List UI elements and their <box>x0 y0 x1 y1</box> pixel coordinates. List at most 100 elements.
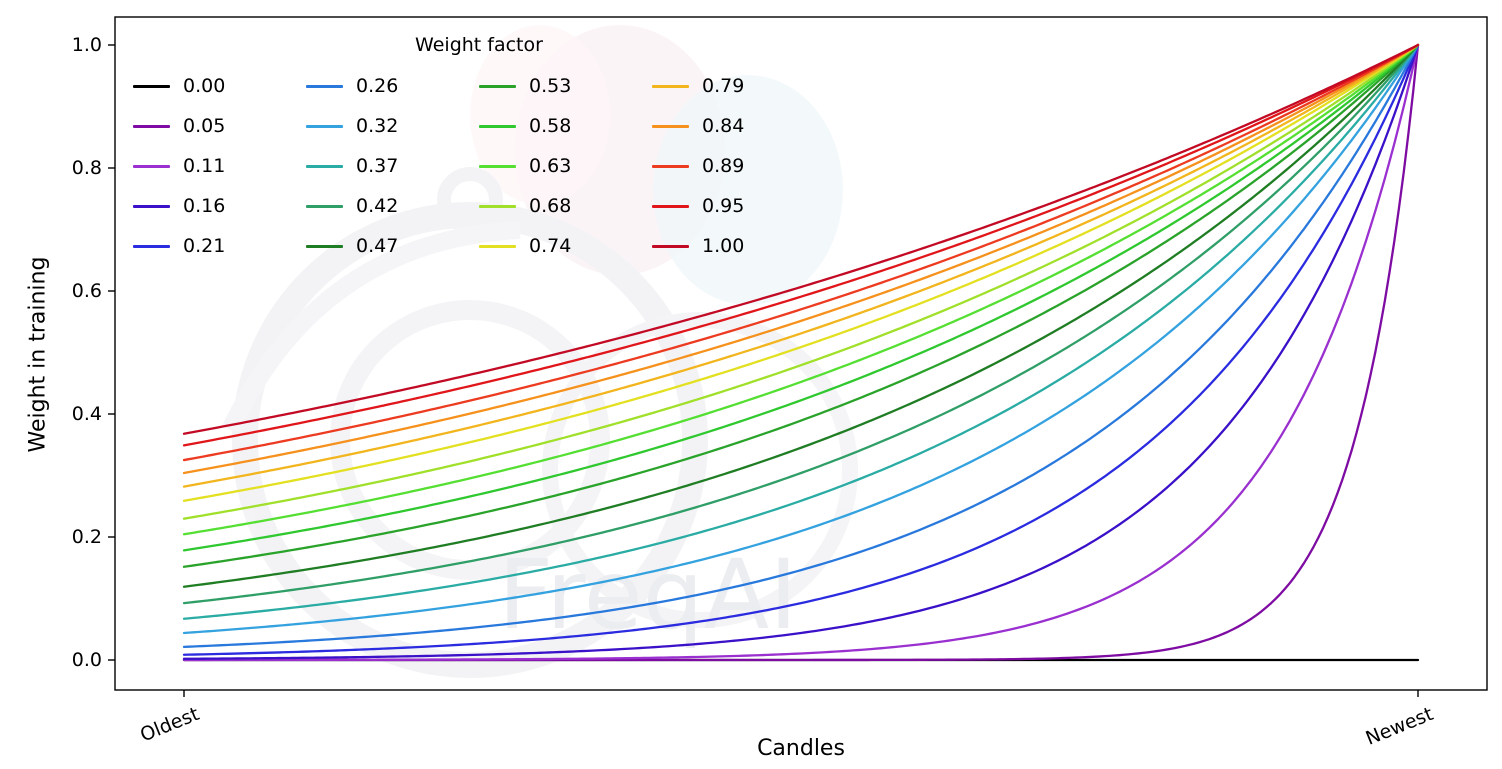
legend-label: 0.89 <box>702 155 745 177</box>
legend-line-swatch <box>479 164 516 168</box>
legend-item-0.63: 0.63 <box>479 155 652 177</box>
y-tick-label: 0.8 <box>71 157 102 179</box>
legend-line-swatch <box>133 84 170 88</box>
legend-label: 0.32 <box>356 115 399 137</box>
legend-line-swatch <box>652 164 689 168</box>
series-line-0.89 <box>182 43 1420 462</box>
series-line-0.11 <box>182 43 1420 662</box>
legend-line-swatch <box>306 164 343 168</box>
legend-item-0.74: 0.74 <box>479 235 652 257</box>
legend-item-0.11: 0.11 <box>133 155 306 177</box>
watermark-wing-arc <box>221 221 521 434</box>
legend: Weight factor 0.00 0.05 0.11 0.16 0.21 0.26 0.… <box>133 34 825 266</box>
y-tick-label: 1.0 <box>71 34 102 56</box>
legend-label: 0.05 <box>183 115 226 137</box>
series-line-0.53 <box>182 43 1420 568</box>
series-line-0.16 <box>182 43 1420 660</box>
series-line-0.63 <box>182 43 1420 536</box>
legend-item-0.26: 0.26 <box>306 75 479 97</box>
legend-item-0.53: 0.53 <box>479 75 652 97</box>
series-line-0.32 <box>182 43 1420 635</box>
y-tick-label: 0.4 <box>71 403 102 425</box>
watermark-petal-pink-small <box>470 25 610 205</box>
legend-label: 0.47 <box>356 235 399 257</box>
legend-label: 0.79 <box>702 75 745 97</box>
y-tick-label: 0.6 <box>71 280 102 302</box>
legend-line-swatch <box>306 84 343 88</box>
legend-label: 0.95 <box>702 195 745 217</box>
legend-line-swatch <box>133 204 170 208</box>
legend-label: 0.42 <box>356 195 399 217</box>
legend-grid: 0.00 0.05 0.11 0.16 0.21 0.26 0.32 0.37 0.42 0.47… <box>133 66 825 266</box>
legend-item-0.84: 0.84 <box>652 115 825 137</box>
legend-item-1.00: 1.00 <box>652 235 825 257</box>
legend-item-0.89: 0.89 <box>652 155 825 177</box>
series-line-0.84 <box>182 43 1420 475</box>
series-line-0.26 <box>182 43 1420 649</box>
legend-line-swatch <box>133 244 170 248</box>
watermark-ring-right <box>542 312 858 628</box>
legend-label: 0.00 <box>183 75 226 97</box>
legend-item-0.42: 0.42 <box>306 195 479 217</box>
legend-item-0.79: 0.79 <box>652 75 825 97</box>
legend-item-0.00: 0.00 <box>133 75 306 97</box>
legend-line-swatch <box>479 204 516 208</box>
legend-item-0.58: 0.58 <box>479 115 652 137</box>
legend-line-swatch <box>479 244 516 248</box>
series-line-0.47 <box>182 43 1420 588</box>
legend-line-swatch <box>652 124 689 128</box>
tick-marks <box>108 44 1419 697</box>
legend-label: 0.68 <box>529 195 572 217</box>
legend-label: 0.58 <box>529 115 572 137</box>
legend-item-0.16: 0.16 <box>133 195 306 217</box>
series-line-0.74 <box>182 43 1420 502</box>
legend-label: 0.37 <box>356 155 399 177</box>
watermark-knob <box>437 167 503 233</box>
watermark-petal-blue <box>653 75 843 305</box>
legend-title: Weight factor <box>415 34 543 56</box>
watermark-logo: FreqAI <box>221 25 858 678</box>
series-line-0.95 <box>182 43 1420 447</box>
legend-line-swatch <box>306 204 343 208</box>
legend-line-swatch <box>306 244 343 248</box>
series-line-0.79 <box>182 43 1420 488</box>
legend-item-0.37: 0.37 <box>306 155 479 177</box>
series-line-0.21 <box>182 43 1420 656</box>
x-axis-label: Candles <box>757 736 845 761</box>
legend-line-swatch <box>652 244 689 248</box>
y-tick-label: 0.2 <box>71 526 102 548</box>
series-lines <box>182 43 1420 662</box>
series-line-0.42 <box>182 43 1420 605</box>
y-axis-label: Weight in training <box>25 256 51 453</box>
y-tick-label: 0.0 <box>71 649 102 671</box>
series-line-1.00 <box>182 43 1420 435</box>
legend-label: 0.26 <box>356 75 399 97</box>
legend-label: 0.11 <box>183 155 226 177</box>
legend-label: 0.53 <box>529 75 572 97</box>
legend-item-0.21: 0.21 <box>133 235 306 257</box>
series-line-0.58 <box>182 43 1420 552</box>
watermark-ring-inner <box>330 300 610 580</box>
legend-label: 0.84 <box>702 115 745 137</box>
legend-item-0.95: 0.95 <box>652 195 825 217</box>
legend-line-swatch <box>652 84 689 88</box>
legend-line-swatch <box>652 204 689 208</box>
legend-line-swatch <box>479 84 516 88</box>
legend-line-swatch <box>133 124 170 128</box>
watermark-ring-outer <box>232 202 708 678</box>
legend-item-0.05: 0.05 <box>133 115 306 137</box>
watermark-text: FreqAI <box>498 539 798 651</box>
legend-label: 0.16 <box>183 195 226 217</box>
legend-item-0.68: 0.68 <box>479 195 652 217</box>
series-line-0.37 <box>182 43 1420 620</box>
legend-label: 0.63 <box>529 155 572 177</box>
legend-line-swatch <box>133 164 170 168</box>
legend-label: 0.74 <box>529 235 572 257</box>
legend-item-0.32: 0.32 <box>306 115 479 137</box>
legend-label: 1.00 <box>702 235 745 257</box>
legend-label: 0.21 <box>183 235 226 257</box>
plot-border <box>114 16 1488 691</box>
legend-item-0.47: 0.47 <box>306 235 479 257</box>
